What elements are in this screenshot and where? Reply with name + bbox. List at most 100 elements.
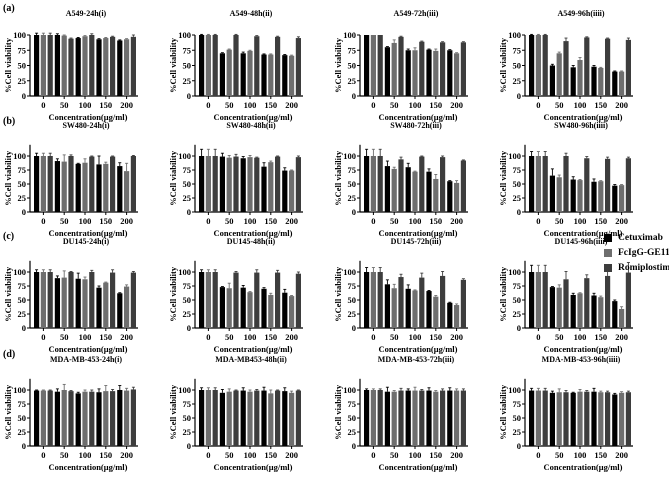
y-axis-label: %Cell viability <box>333 150 343 206</box>
bar <box>426 49 432 96</box>
bar <box>398 36 404 96</box>
bar <box>295 390 301 446</box>
bar <box>542 272 548 328</box>
bar <box>117 390 123 446</box>
x-axis-label: Concentration(μg/ml) <box>49 344 128 354</box>
bar <box>47 390 53 446</box>
bar <box>295 273 301 328</box>
bar <box>226 157 232 212</box>
x-axis-label: Concentration(μg/ml) <box>214 228 293 238</box>
bar <box>605 38 611 96</box>
bar <box>68 272 74 328</box>
bar <box>282 55 288 96</box>
y-tick-label: 100 <box>178 385 191 395</box>
bar <box>261 390 267 446</box>
bar <box>282 292 288 328</box>
legend-label-romiplostim: Romiplostim <box>618 262 669 273</box>
bar <box>124 171 130 212</box>
row-label-c: (c) <box>3 231 15 242</box>
y-tick-label: 0 <box>22 441 26 451</box>
y-tick-label: 25 <box>348 76 357 86</box>
bar <box>619 392 625 446</box>
x-tick-label: 50 <box>225 216 234 226</box>
bar <box>82 162 88 212</box>
y-axis-label: %Cell viability <box>3 266 13 322</box>
bar <box>570 67 576 96</box>
y-tick-label: 75 <box>513 399 522 409</box>
y-tick-label: 50 <box>348 295 357 305</box>
bar <box>82 391 88 446</box>
x-tick-label: 100 <box>409 332 422 342</box>
y-tick-label: 0 <box>22 91 26 101</box>
bar <box>612 71 618 96</box>
x-tick-label: 0 <box>206 100 210 110</box>
bar <box>117 40 123 96</box>
y-tick-label: 0 <box>187 323 191 333</box>
bar <box>254 390 260 446</box>
bar <box>34 35 40 96</box>
x-axis-label: Concentration(μg/ml) <box>214 344 293 354</box>
x-tick-label: 100 <box>79 216 92 226</box>
bar <box>124 39 130 96</box>
y-tick-label: 50 <box>513 413 522 423</box>
x-tick-label: 100 <box>574 450 587 460</box>
bar <box>625 39 631 96</box>
x-tick-label: 150 <box>264 332 277 342</box>
y-tick-label: 75 <box>348 399 357 409</box>
y-tick-label: 25 <box>183 427 192 437</box>
bar <box>447 302 453 328</box>
y-tick-label: 75 <box>183 399 192 409</box>
x-axis-label: Concentration(μg/ml) <box>544 112 623 122</box>
x-tick-label: 0 <box>41 100 45 110</box>
bar <box>398 277 404 328</box>
x-tick-label: 50 <box>555 332 564 342</box>
bar <box>577 293 583 328</box>
bar <box>103 282 109 328</box>
bar <box>598 297 604 328</box>
x-tick-label: 0 <box>536 216 540 226</box>
y-tick-label: 25 <box>348 427 357 437</box>
bar <box>199 390 205 446</box>
chart-title: MDA-MB-453-96h(iiii) <box>542 355 621 364</box>
bar <box>370 156 376 212</box>
bar <box>295 38 301 96</box>
bar <box>529 35 535 96</box>
bar <box>391 391 397 446</box>
x-tick-label: 150 <box>264 450 277 460</box>
bar <box>447 181 453 212</box>
bar <box>426 291 432 328</box>
y-tick-label: 25 <box>18 427 27 437</box>
x-tick-label: 0 <box>206 216 210 226</box>
y-tick-label: 75 <box>348 281 357 291</box>
legend-label-cetuximab: Cetuximab <box>618 232 663 243</box>
x-tick-label: 150 <box>264 100 277 110</box>
y-tick-label: 50 <box>183 295 192 305</box>
bar <box>570 294 576 328</box>
bar <box>625 272 631 328</box>
y-tick-label: 75 <box>18 165 27 175</box>
chart-title: A549-48h(ii) <box>230 9 273 18</box>
x-tick-label: 50 <box>60 332 69 342</box>
y-tick-label: 50 <box>183 61 192 71</box>
y-tick-label: 50 <box>348 179 357 189</box>
bar <box>549 287 555 328</box>
bar <box>68 156 74 212</box>
bar <box>282 170 288 212</box>
x-axis-label: Concentration(μg/ml) <box>214 112 293 122</box>
bar <box>377 156 383 212</box>
bar <box>275 390 281 446</box>
x-axis-label: Concentration(μg/ml) <box>379 112 458 122</box>
bar <box>447 390 453 446</box>
bar <box>556 53 562 96</box>
bar <box>261 54 267 96</box>
bar <box>205 35 211 96</box>
y-tick-label: 100 <box>508 30 521 40</box>
x-tick-label: 100 <box>79 100 92 110</box>
bar <box>240 158 246 212</box>
x-tick-label: 0 <box>371 216 375 226</box>
legend-swatch-fcigg-ge11 <box>604 248 612 257</box>
bar <box>40 156 46 212</box>
y-axis-label: %Cell viability <box>498 384 508 440</box>
y-axis-label: %Cell viability <box>168 37 178 93</box>
y-tick-label: 75 <box>513 281 522 291</box>
